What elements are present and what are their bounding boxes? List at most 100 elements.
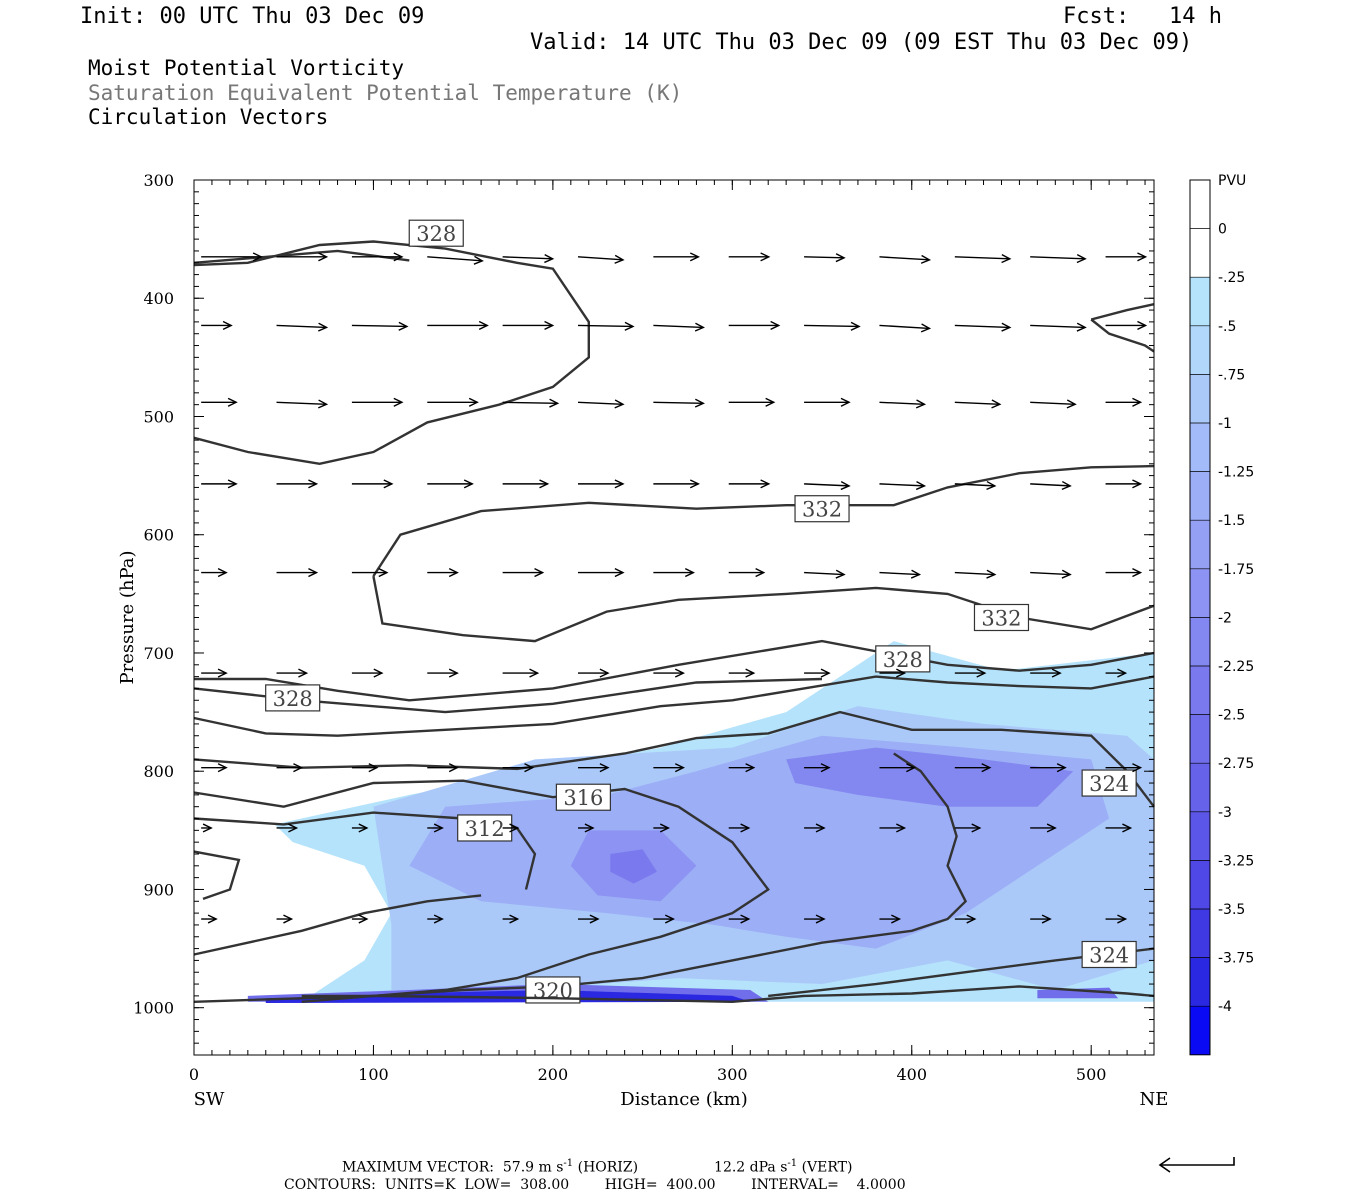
vector-arrow <box>653 398 705 408</box>
vector-arrow <box>1030 668 1062 678</box>
colorbar-level-label: -2.25 <box>1218 659 1254 675</box>
vector-arrow <box>276 568 319 578</box>
theta-es-contour-16 <box>1090 303 1155 321</box>
vector-arrow <box>351 568 389 578</box>
colorbar-level-label: -3.75 <box>1218 951 1254 967</box>
vector-arrow <box>653 823 670 833</box>
vector-arrow <box>201 914 218 924</box>
vector-arrow <box>276 914 294 924</box>
vector-arrow <box>578 479 625 489</box>
colorbar-swatch <box>1190 1006 1210 1055</box>
colorbar-level-label: 0 <box>1218 222 1227 238</box>
vector-arrow <box>954 763 992 773</box>
colorbar-level-label: -2 <box>1218 610 1232 626</box>
mpv-region-5 <box>610 849 657 884</box>
vector-arrow <box>502 763 535 773</box>
vector-arrow <box>804 668 831 678</box>
vector-arrow <box>1105 668 1128 678</box>
vector-arrow <box>1030 823 1057 833</box>
vector-arrow <box>351 252 404 262</box>
vector-arrow <box>201 568 228 578</box>
vector-arrow <box>502 668 540 678</box>
y-tick-label: 400 <box>143 289 174 308</box>
vector-arrow <box>502 254 555 264</box>
vector-arrow <box>201 320 233 330</box>
vector-arrow <box>578 914 600 924</box>
colorbar-swatch <box>1190 714 1210 764</box>
vector-arrow <box>1030 480 1072 491</box>
valid-time-label: Valid: 14 UTC Thu 03 Dec 09 (09 EST Thu … <box>530 30 1193 55</box>
y-tick-label: 800 <box>143 762 174 781</box>
colorbar-level-label: -2.75 <box>1218 756 1254 772</box>
vector-arrow <box>653 568 695 578</box>
vector-arrow <box>879 763 917 773</box>
y-tick-label: 700 <box>143 644 174 663</box>
vector-arrow <box>427 914 444 924</box>
colorbar-level-label: -3.5 <box>1218 902 1245 918</box>
vector-arrow <box>1105 568 1143 578</box>
colorbar-swatch <box>1190 423 1210 472</box>
vector-arrow <box>502 823 520 833</box>
vector-arrow <box>1105 479 1143 489</box>
colorbar-swatch <box>1190 811 1210 861</box>
axes: 300 400 500 600 700 800 900 1000 0 100 200 300 400 50… <box>117 171 1168 1110</box>
colorbar-level-label: -.25 <box>1218 270 1245 286</box>
vector-arrow <box>276 322 329 332</box>
contour-label: 328 <box>273 687 313 711</box>
vector-arrow <box>879 914 902 924</box>
vector-arrow <box>804 569 846 579</box>
vector-arrow <box>954 914 977 924</box>
vector-arrow <box>1030 254 1087 264</box>
mpv-region-4 <box>786 747 1074 807</box>
vector-arrow <box>502 320 555 330</box>
colorbar-level-label: -3.25 <box>1218 853 1254 869</box>
vector-arrow <box>427 668 459 678</box>
ref-arrow-head <box>1158 1157 1171 1173</box>
vector-arrow <box>728 763 756 773</box>
colorbar-swatch <box>1190 568 1210 618</box>
vector-arrow <box>1105 823 1133 833</box>
vector-arrow <box>728 320 781 330</box>
vector-arrow <box>502 568 545 578</box>
y-tick-label: 600 <box>143 526 174 545</box>
vector-arrow <box>728 823 751 833</box>
contour-label-box <box>265 684 321 712</box>
vector-arrow <box>578 823 595 833</box>
vector-arrow <box>804 763 831 773</box>
y-axis-label: Pressure (hPa) <box>117 550 138 684</box>
vector-arrow <box>502 914 520 924</box>
colorbar-level-label: -4 <box>1218 999 1232 1015</box>
colorbar-level-label: -1.5 <box>1218 513 1245 529</box>
ref-arrow-shaft <box>1160 1157 1235 1166</box>
vector-arrow <box>954 254 1012 264</box>
init-time-label: Init: 00 UTC Thu 03 Dec 09 <box>80 4 425 29</box>
vector-arrow <box>1030 914 1052 924</box>
vector-arrow <box>954 823 982 833</box>
colorbar-level-label: -1.75 <box>1218 562 1254 578</box>
theta-es-contour-6 <box>193 675 1155 737</box>
vector-arrow <box>804 397 851 407</box>
contour-label: 324 <box>1089 772 1129 796</box>
colorbar-swatch <box>1190 374 1210 423</box>
contour-label: 316 <box>563 786 603 810</box>
vector-arrow <box>351 397 404 407</box>
colorbar-swatch <box>1190 666 1210 715</box>
vector-arrow <box>276 668 309 678</box>
vector-arrow <box>276 399 329 409</box>
vector-arrow <box>1030 322 1087 332</box>
vector-arrow <box>879 480 927 491</box>
x-tick-label: 100 <box>358 1065 389 1084</box>
vector-arrow <box>201 823 213 833</box>
max-vector-note: MAXIMUM VECTOR: 57.9 m s-1 (HORIZ) 12.2 d… <box>342 1158 853 1176</box>
vector-arrow <box>351 668 384 678</box>
theta-es-contour-11 <box>193 894 482 956</box>
vector-arrow <box>351 763 379 773</box>
reference-vector <box>1158 1157 1235 1173</box>
vector-arrow <box>427 479 474 489</box>
vector-arrow <box>954 399 1002 409</box>
colorbar-title: PVU <box>1218 173 1246 189</box>
vector-arrow <box>276 763 304 773</box>
vector-arrow <box>954 668 987 678</box>
vector-arrow <box>879 254 932 264</box>
